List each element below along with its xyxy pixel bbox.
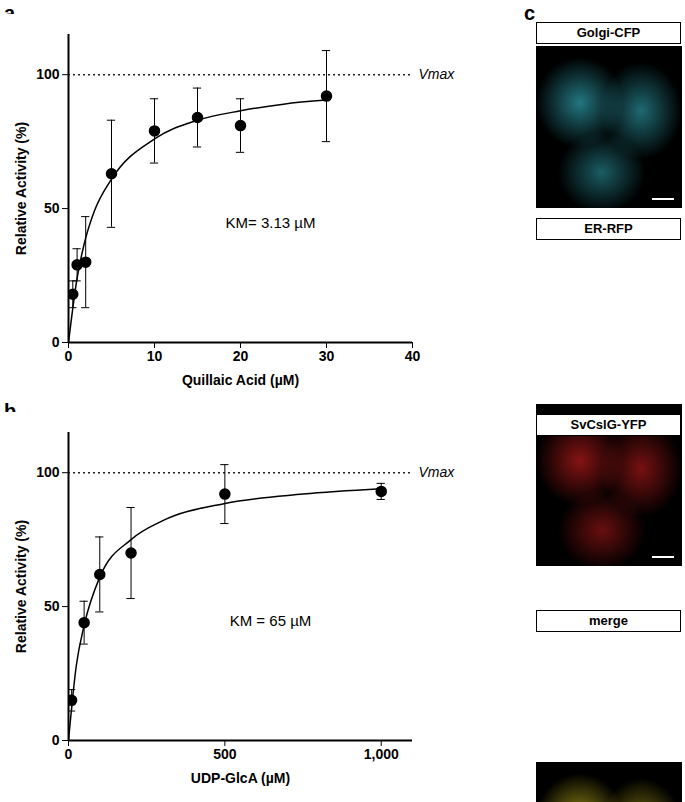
svg-text:30: 30: [319, 348, 335, 364]
svg-text:100: 100: [36, 464, 60, 480]
svg-text:1,000: 1,000: [364, 746, 399, 762]
html-text:SvCslG-YFP: SvCslG-YFP: [570, 417, 647, 432]
svg-text:Quillaic Acid (µM): Quillaic Acid (µM): [182, 372, 299, 388]
svg-text:KM = 65 µM: KM = 65 µM: [230, 612, 312, 629]
html-text:ER-RFP: ER-RFP: [584, 221, 633, 236]
html-text:merge: merge: [589, 613, 628, 628]
svg-text:Relative Activity (%): Relative Activity (%): [13, 122, 29, 255]
svg-text:40: 40: [405, 348, 421, 364]
svg-text:50: 50: [44, 598, 60, 614]
svg-text:0: 0: [52, 732, 60, 748]
html-text:Golgi-CFP: Golgi-CFP: [576, 25, 641, 40]
svg-text:Vmax: Vmax: [419, 464, 456, 480]
svg-text:100: 100: [36, 66, 60, 82]
svg-text:20: 20: [233, 348, 249, 364]
svg-text:500: 500: [213, 746, 237, 762]
svg-text:0: 0: [65, 348, 73, 364]
html-text:b: b: [4, 400, 17, 422]
svg-text:UDP-GlcA (µM): UDP-GlcA (µM): [191, 770, 290, 786]
svg-text:Vmax: Vmax: [419, 66, 456, 82]
html-text:a: a: [4, 2, 16, 24]
svg-text:50: 50: [44, 200, 60, 216]
svg-text:KM= 3.13 µM: KM= 3.13 µM: [226, 214, 316, 231]
html-text:c: c: [524, 2, 536, 24]
svg-text:Relative Activity (%): Relative Activity (%): [13, 520, 29, 653]
svg-text:10: 10: [147, 348, 163, 364]
svg-text:0: 0: [52, 334, 60, 350]
svg-text:0: 0: [65, 746, 73, 762]
